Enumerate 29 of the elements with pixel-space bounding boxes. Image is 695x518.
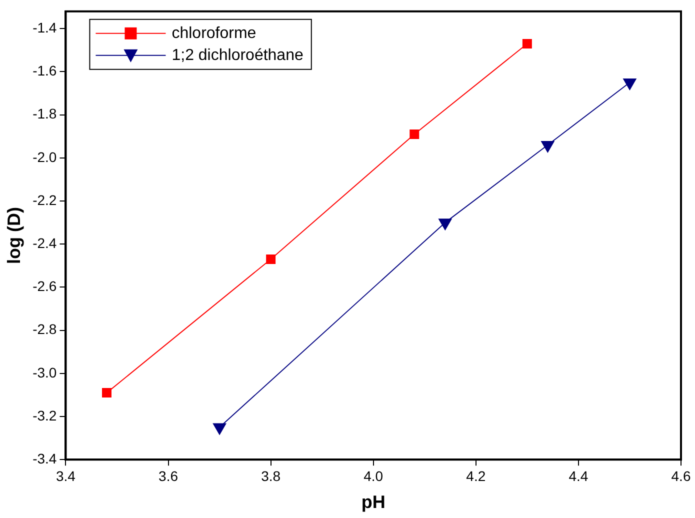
x-tick-label: 4.6 xyxy=(671,468,691,484)
y-tick-label: -1.4 xyxy=(32,20,57,36)
x-tick-label: 3.4 xyxy=(56,468,76,484)
legend-label: chloroforme xyxy=(172,24,256,42)
point xyxy=(266,254,276,264)
y-tick-label: -3.0 xyxy=(32,364,57,380)
y-tick-label: -2.4 xyxy=(32,234,57,251)
point xyxy=(102,388,112,398)
point xyxy=(522,38,532,48)
y-tick-label: -1.6 xyxy=(32,62,57,79)
x-tick-label: 4.4 xyxy=(568,468,588,484)
point xyxy=(410,129,420,139)
point xyxy=(438,218,452,230)
y-tick-label: -1.8 xyxy=(32,106,57,122)
point xyxy=(541,141,554,152)
y-tick-label: -3.4 xyxy=(32,450,57,466)
x-tick-label: 3.6 xyxy=(158,468,178,484)
x-tick-label: 4.2 xyxy=(466,468,486,484)
y-tick-label: -2.2 xyxy=(32,192,57,208)
x-tick-label: 3.8 xyxy=(261,468,281,484)
y-tick-label: -2.0 xyxy=(32,148,57,165)
y-axis-title: log (D) xyxy=(4,207,24,264)
y-tick-label: -3.2 xyxy=(32,407,57,424)
x-tick-label: 4.0 xyxy=(364,468,384,484)
point xyxy=(212,423,226,435)
y-tick-label: -2.6 xyxy=(32,278,57,294)
legend-label: 1;2 dichloroéthane xyxy=(172,46,304,64)
y-tick-label: -2.8 xyxy=(32,321,57,338)
x-axis-title: pH xyxy=(361,492,386,512)
